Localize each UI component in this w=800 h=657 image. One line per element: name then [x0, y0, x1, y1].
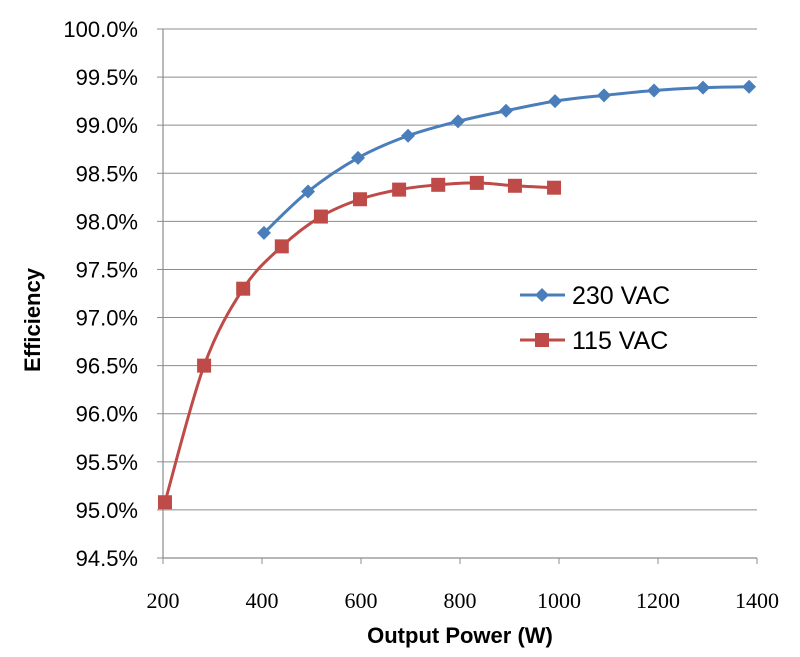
data-point [353, 192, 368, 207]
y-tick-label: 96.5% [76, 354, 138, 379]
y-tick-label: 99.0% [76, 113, 138, 138]
y-tick-label: 98.5% [76, 161, 138, 186]
y-tick-label: 97.5% [76, 257, 138, 282]
x-tick-label: 800 [444, 588, 477, 613]
data-point [547, 180, 562, 195]
data-point [157, 495, 172, 510]
y-axis-label: Efficiency [20, 267, 45, 372]
y-tick-label: 98.0% [76, 209, 138, 234]
series-group [157, 79, 757, 510]
legend-item: 115 VAC [520, 327, 668, 355]
data-point [236, 281, 251, 296]
legend: 230 VAC 115 VAC [520, 282, 670, 355]
gridlines [163, 28, 757, 559]
series-115-vac [157, 175, 562, 510]
axes [157, 28, 758, 564]
data-point [256, 225, 271, 240]
series-line [163, 181, 555, 503]
data-point [313, 209, 328, 224]
data-point [647, 83, 662, 98]
x-tick-label: 1400 [735, 588, 779, 613]
x-tick-labels: 200 400 600 800 1000 1200 1400 [147, 588, 780, 613]
legend-marker [535, 333, 549, 347]
data-point [274, 239, 289, 254]
data-point [392, 182, 407, 197]
data-point [469, 175, 484, 190]
y-tick-label: 95.5% [76, 450, 138, 475]
x-tick-label: 600 [345, 588, 378, 613]
x-tick-label: 1000 [537, 588, 581, 613]
data-point [548, 94, 563, 109]
series-230-vac [256, 79, 757, 240]
data-point [742, 79, 757, 94]
legend-marker [535, 288, 549, 302]
data-point [431, 177, 446, 192]
legend-item: 230 VAC [520, 282, 670, 310]
y-tick-label: 95.0% [76, 498, 138, 523]
x-tick-label: 400 [246, 588, 279, 613]
y-tick-label: 94.5% [76, 546, 138, 571]
y-tick-label: 99.5% [76, 65, 138, 90]
data-point [351, 150, 366, 165]
legend-label: 230 VAC [572, 282, 670, 310]
data-point [696, 80, 711, 95]
x-tick-label: 1200 [636, 588, 680, 613]
data-point [401, 128, 416, 143]
x-tick-label: 200 [147, 588, 180, 613]
data-point [197, 358, 212, 373]
x-axis-label: Output Power (W) [367, 623, 553, 648]
data-point [301, 184, 316, 199]
y-tick-labels: 94.5% 95.0% 95.5% 96.0% 96.5% 97.0% 97.5% 98.0%… [63, 17, 138, 571]
data-point [499, 103, 514, 118]
data-point [507, 178, 522, 193]
y-tick-label: 97.0% [76, 306, 138, 331]
data-point [597, 88, 612, 103]
data-point [451, 114, 466, 129]
legend-label: 115 VAC [572, 327, 668, 355]
y-tick-label: 96.0% [76, 402, 138, 427]
y-tick-label: 100.0% [63, 17, 138, 42]
